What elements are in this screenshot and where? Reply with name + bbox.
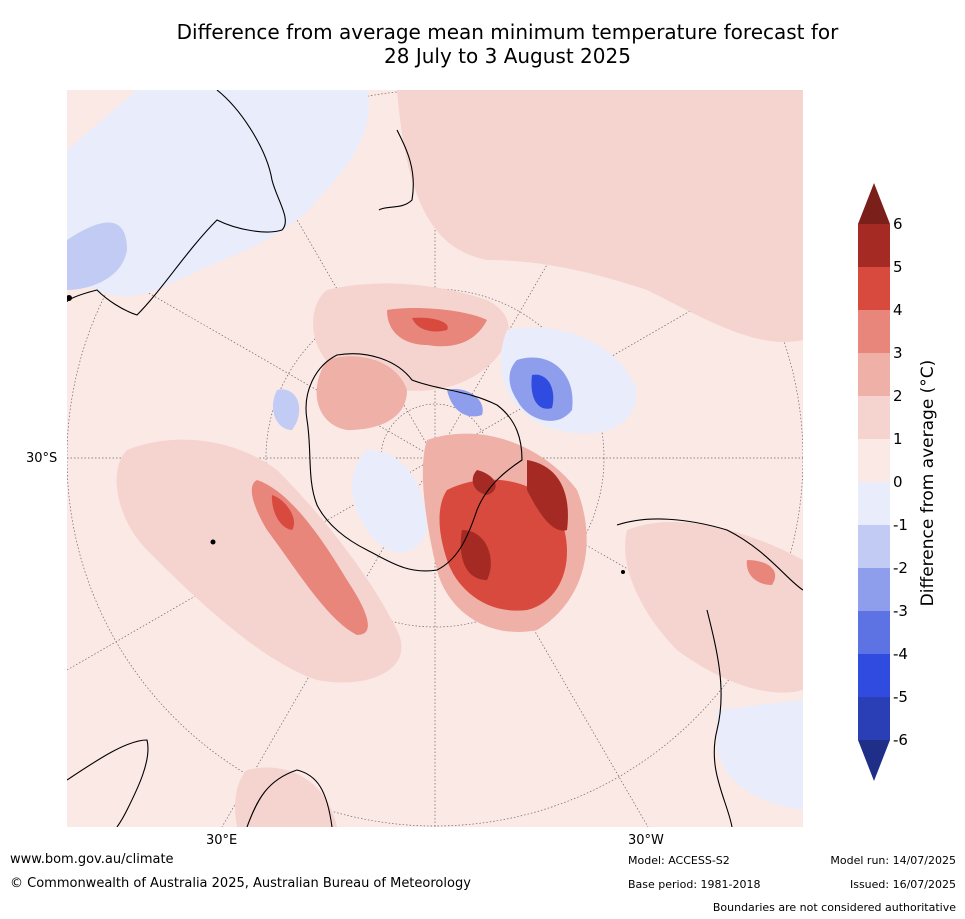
anomaly-fields [67,90,803,827]
colorbar-tick-label: 0 [893,473,903,491]
lon-label-30e: 30°E [206,833,238,848]
colorbar-segment [858,482,890,525]
forecast-map[interactable] [67,90,803,827]
copyright-text: © Commonwealth of Australia 2025, Austra… [10,876,471,891]
colorbar-segment [858,439,890,482]
colorbar-tick-label: 1 [893,430,903,448]
colorbar-under-arrow [858,740,890,781]
colorbar-tick-label: 6 [893,215,903,233]
colorbar-tick-label: 2 [893,387,903,405]
colorbar-segment [858,224,890,267]
map-canvas [67,90,803,827]
madagascar-coastline [246,769,333,827]
model-name: Model: ACCESS-S2 [628,854,730,867]
colorbar-graphic [858,183,890,781]
colorbar-tick-label: -1 [893,516,908,534]
colorbar-segment [858,310,890,353]
new-zealand-coastline [378,129,414,211]
colorbar-label: Difference from average (°C) [918,359,938,607]
colorbar-tick-label: -6 [893,731,908,749]
small-islands [67,295,625,574]
colorbar-segment [858,396,890,439]
colorbar-tick-label: -5 [893,688,908,706]
colorbar-segment [858,611,890,654]
issued-date: Issued: 16/07/2025 [849,878,956,891]
title-line-2: 28 July to 3 August 2025 [384,44,631,68]
colorbar-segment [858,568,890,611]
lon-label-30w: 30°W [628,833,664,848]
antarctica-coastline [305,353,523,572]
title-line-1: Difference from average mean minimum tem… [176,20,839,44]
lat-label-30s: 30°S [26,451,58,466]
colorbar-tick-label: 5 [893,258,903,276]
website-link[interactable]: www.bom.gov.au/climate [10,852,174,867]
colorbar-tick-label: -3 [893,602,908,620]
colorbar [858,183,890,781]
colorbar-tick-label: 4 [893,301,903,319]
colorbar-segment [858,525,890,568]
boundaries-disclaimer: Boundaries are not considered authoritat… [712,901,956,914]
colorbar-segment [858,267,890,310]
colorbar-segment [858,654,890,697]
base-period: Base period: 1981-2018 [628,878,761,891]
australia-coastline [67,90,286,316]
south-america-coastline [616,518,803,591]
colorbar-tick-label: -2 [893,559,908,577]
colorbar-segment [858,697,890,740]
africa-coastline [67,739,149,827]
south-america-west-coast [706,609,733,827]
model-run-date: Model run: 14/07/2025 [830,854,956,867]
colorbar-over-arrow [858,183,890,224]
colorbar-segment [858,353,890,396]
colorbar-tick-label: 3 [893,344,903,362]
map-title: Difference from average mean minimum tem… [0,20,965,68]
coastlines [67,90,803,827]
colorbar-tick-label: -4 [893,645,908,663]
